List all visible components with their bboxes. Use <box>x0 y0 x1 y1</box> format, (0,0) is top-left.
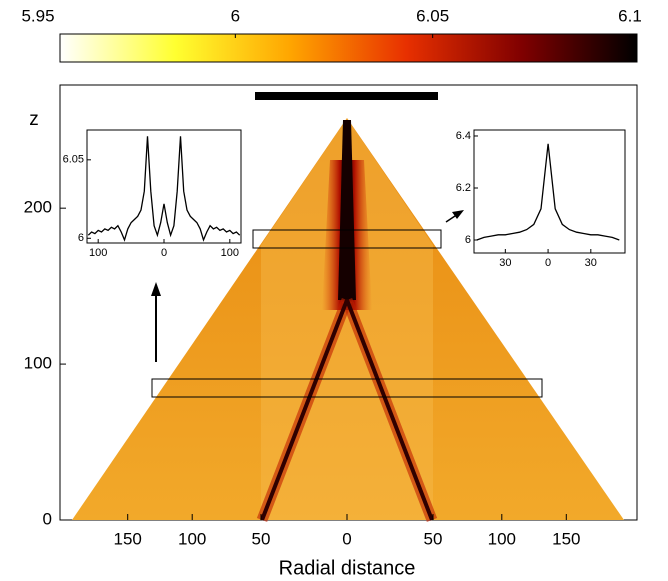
inset-x-tick-label: 100 <box>89 247 107 259</box>
x-tick-label: 0 <box>342 529 351 548</box>
arrowhead <box>151 282 161 296</box>
x-tick-label: 150 <box>114 529 142 548</box>
x-axis-label: Radial distance <box>279 557 416 579</box>
x-tick-label: 100 <box>178 529 206 548</box>
colorbar-tick-label: 6.05 <box>416 6 449 25</box>
inset-x-tick-label: 30 <box>585 257 597 269</box>
inset-y-tick-label: 6.4 <box>456 130 471 142</box>
inset-x-tick-label: 0 <box>545 257 551 269</box>
arrowhead <box>452 210 464 219</box>
colorbar-tick-label: 5.95 <box>21 6 54 25</box>
inset-frame <box>473 129 626 254</box>
x-tick-label: 100 <box>488 529 516 548</box>
inset-y-tick-label: 6 <box>78 232 84 244</box>
inset-x-tick-label: 100 <box>221 247 239 259</box>
inset-line <box>87 136 241 242</box>
colorbar <box>59 33 638 63</box>
x-tick-label: 50 <box>424 529 443 548</box>
selection-box <box>252 229 442 249</box>
inset-y-tick-label: 6.2 <box>456 182 471 194</box>
inset-y-tick-label: 6 <box>465 234 471 246</box>
inset-x-tick-label: 0 <box>161 247 167 259</box>
heatmap-ray <box>260 299 349 521</box>
heatmap-triangle <box>72 118 624 520</box>
x-tick-label: 50 <box>252 529 271 548</box>
y-tick-label: 0 <box>43 509 52 528</box>
selection-box <box>151 378 543 398</box>
top-bar <box>255 92 438 100</box>
colorbar-tick-label: 6 <box>231 6 240 25</box>
x-tick-label: 150 <box>552 529 580 548</box>
heatmap-ray <box>345 299 434 521</box>
inset-x-tick-label: 30 <box>499 257 511 269</box>
y-tick-label: 100 <box>24 354 52 373</box>
inset-y-tick-label: 6.05 <box>63 154 84 166</box>
heatmap-beam <box>338 120 356 300</box>
inset-frame <box>86 129 242 244</box>
inset-line <box>476 143 620 241</box>
y-axis-label: z <box>29 109 39 130</box>
y-tick-label: 200 <box>24 198 52 217</box>
colorbar-tick-label: 6.1 <box>618 6 642 25</box>
